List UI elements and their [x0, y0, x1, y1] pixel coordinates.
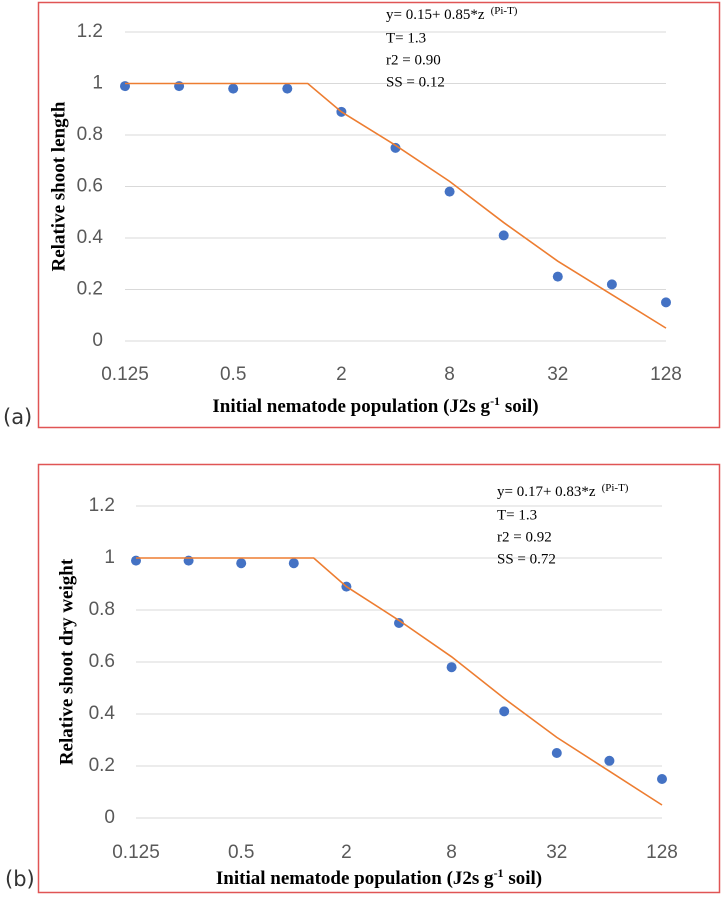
x-axis-label: Initial nematode population (J2s g-1 soi…: [216, 866, 542, 890]
x-tick-label: 32: [547, 364, 568, 385]
y-tick-label: 1.2: [89, 495, 115, 516]
y-tick-label: 0.2: [77, 279, 103, 300]
x-axis-label-part: -1: [490, 394, 500, 408]
equation-part: (Pi-T): [602, 482, 629, 494]
y-tick-label: 0.4: [77, 227, 104, 248]
data-point: [657, 774, 667, 784]
data-point: [131, 555, 141, 566]
equation: y= 0.17+ 0.83*z (Pi-T): [497, 482, 629, 501]
x-tick-label: 0.5: [220, 364, 246, 385]
x-tick-label: 8: [444, 364, 455, 385]
data-point: [183, 555, 194, 566]
equation-part: (Pi-T): [491, 5, 518, 17]
y-tick-label: 1: [104, 547, 115, 568]
data-point: [288, 558, 299, 569]
x-tick-label: 128: [646, 842, 678, 863]
y-tick-label: 0.6: [89, 651, 115, 672]
data-point: [499, 706, 510, 717]
data-point: [282, 83, 293, 94]
data-point: [498, 230, 509, 241]
panel-label: (b): [5, 867, 35, 891]
panel-border: [37, 1, 721, 429]
x-axis-label-part: Initial nematode population (J2s g: [216, 868, 494, 889]
data-point: [390, 142, 401, 153]
x-tick-label: 32: [546, 842, 567, 863]
equation-part: y= 0.15+ 0.85*z: [386, 7, 485, 23]
x-axis-label: Initial nematode population (J2s g-1 soi…: [212, 394, 538, 418]
x-axis-label-part: soil): [504, 868, 543, 889]
panel-label: (a): [3, 405, 32, 429]
equation: y= 0.15+ 0.85*z (Pi-T): [386, 5, 518, 24]
fit-statistic: r2 = 0.92: [497, 529, 552, 545]
y-tick-label: 0: [92, 330, 103, 351]
data-point: [174, 81, 185, 92]
fit-line: [125, 82, 667, 329]
data-point: [604, 755, 615, 766]
y-tick-label: 1.2: [77, 21, 103, 42]
y-tick-label: 0.8: [77, 124, 103, 145]
x-axis-label-part: Initial nematode population (J2s g: [212, 396, 490, 417]
fit-statistic: T= 1.3: [497, 507, 537, 523]
data-point: [446, 662, 457, 673]
y-axis-label: Relative shoot dry weight: [56, 558, 77, 765]
data-point: [228, 83, 239, 94]
x-axis-label-part: -1: [494, 866, 504, 880]
y-tick-label: 0.6: [77, 176, 103, 197]
data-point: [551, 748, 562, 758]
y-axis-label: Relative shoot length: [48, 101, 69, 271]
x-tick-label: 0.125: [112, 842, 160, 863]
panel-border: [37, 463, 721, 894]
y-tick-label: 0.8: [89, 599, 115, 620]
x-axis-label-part: soil): [500, 396, 539, 417]
fit-statistic: T= 1.3: [386, 30, 426, 46]
x-tick-label: 8: [446, 842, 457, 863]
data-point: [444, 186, 455, 197]
y-tick-label: 0.4: [89, 703, 116, 724]
data-point: [552, 271, 563, 282]
x-tick-label: 128: [650, 364, 682, 385]
x-tick-label: 0.5: [228, 842, 254, 863]
data-point: [236, 558, 247, 569]
data-point: [394, 618, 404, 628]
x-tick-label: 0.125: [101, 364, 149, 385]
y-tick-label: 0: [104, 807, 115, 828]
fit-statistic: SS = 0.72: [497, 551, 556, 567]
x-tick-label: 2: [336, 364, 347, 385]
fit-statistic: r2 = 0.90: [386, 52, 441, 68]
y-tick-label: 1: [92, 73, 103, 94]
fit-statistic: SS = 0.12: [386, 74, 445, 90]
data-point: [120, 81, 130, 92]
fit-line: [136, 557, 663, 806]
x-tick-label: 2: [341, 842, 352, 863]
y-tick-label: 0.2: [89, 755, 115, 776]
data-point: [661, 297, 671, 308]
data-point: [606, 279, 617, 290]
equation-part: y= 0.17+ 0.83*z: [497, 484, 596, 500]
